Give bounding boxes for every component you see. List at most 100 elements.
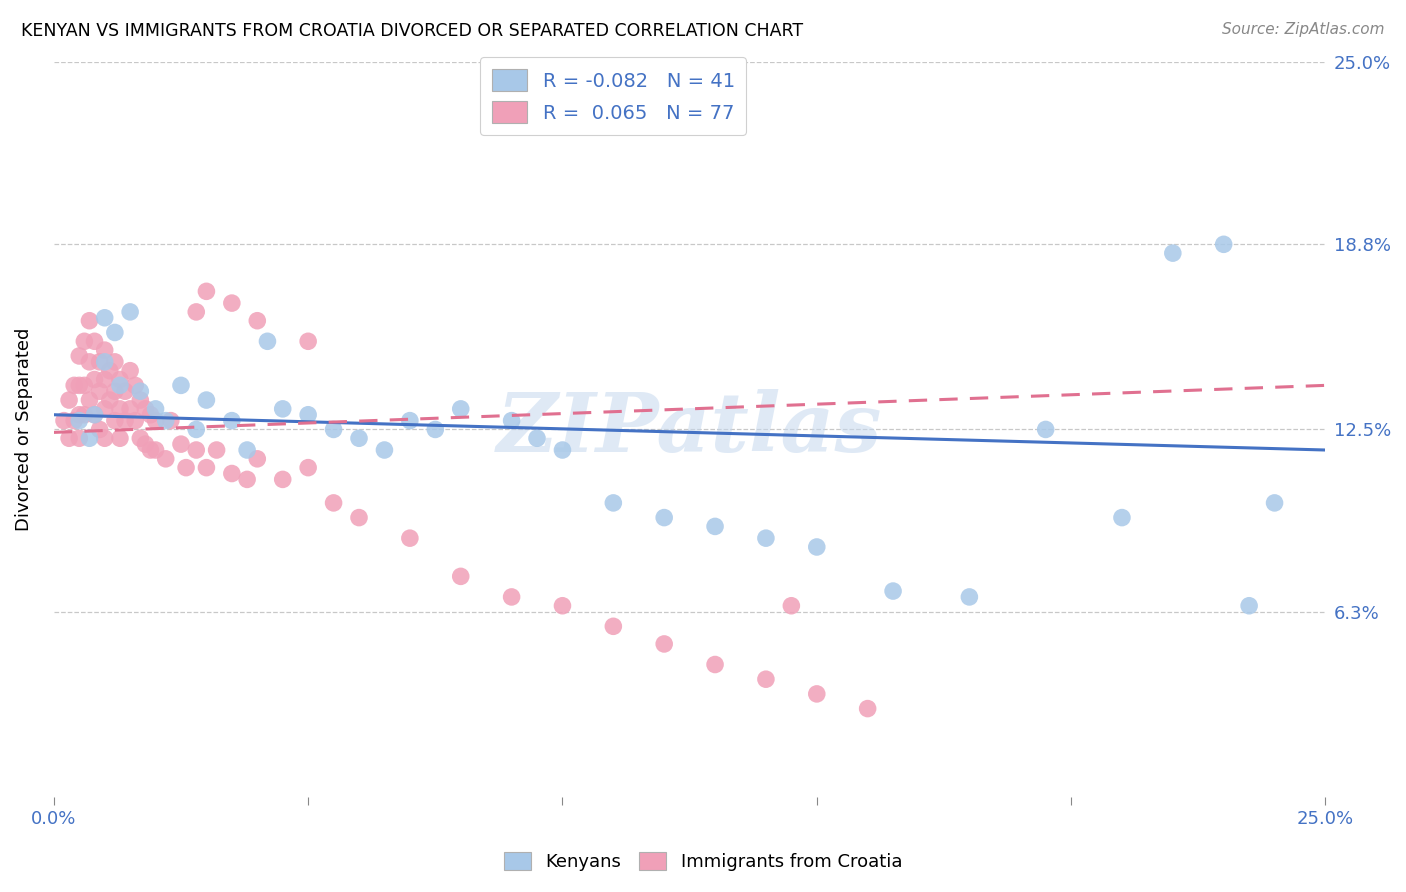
Point xyxy=(58,431,80,445)
Point xyxy=(79,431,101,445)
Point xyxy=(145,442,167,457)
Point xyxy=(399,414,422,428)
Point xyxy=(652,637,675,651)
Point xyxy=(1035,422,1057,436)
Point xyxy=(58,392,80,407)
Point xyxy=(120,364,142,378)
Point xyxy=(882,584,904,599)
Point xyxy=(195,460,218,475)
Point xyxy=(67,378,90,392)
Point xyxy=(246,314,269,328)
Point xyxy=(108,401,131,416)
Point xyxy=(63,414,86,428)
Point xyxy=(93,401,115,416)
Point xyxy=(704,657,727,672)
Point xyxy=(221,467,243,481)
Point xyxy=(73,334,96,349)
Point xyxy=(205,442,228,457)
Legend: Kenyans, Immigrants from Croatia: Kenyans, Immigrants from Croatia xyxy=(496,845,910,879)
Point xyxy=(322,496,344,510)
Point xyxy=(104,326,127,340)
Point xyxy=(155,414,177,428)
Point xyxy=(780,599,803,613)
Point xyxy=(271,472,294,486)
Point xyxy=(120,401,142,416)
Point xyxy=(221,296,243,310)
Point xyxy=(108,431,131,445)
Point xyxy=(120,305,142,319)
Point xyxy=(297,334,319,349)
Point xyxy=(89,384,111,399)
Point xyxy=(221,414,243,428)
Point xyxy=(347,510,370,524)
Point xyxy=(347,431,370,445)
Point xyxy=(139,442,162,457)
Point xyxy=(83,408,105,422)
Point xyxy=(450,401,472,416)
Point xyxy=(104,414,127,428)
Point xyxy=(957,590,980,604)
Point xyxy=(399,531,422,545)
Legend: R = -0.082   N = 41, R =  0.065   N = 77: R = -0.082 N = 41, R = 0.065 N = 77 xyxy=(481,57,747,136)
Point xyxy=(63,378,86,392)
Point xyxy=(139,408,162,422)
Text: Source: ZipAtlas.com: Source: ZipAtlas.com xyxy=(1222,22,1385,37)
Point xyxy=(856,701,879,715)
Point xyxy=(129,431,152,445)
Point xyxy=(602,619,624,633)
Point xyxy=(73,408,96,422)
Point xyxy=(145,414,167,428)
Point xyxy=(551,442,574,457)
Point xyxy=(501,414,523,428)
Point xyxy=(108,372,131,386)
Point xyxy=(83,408,105,422)
Point xyxy=(186,305,208,319)
Point xyxy=(98,364,121,378)
Point xyxy=(73,378,96,392)
Point xyxy=(114,384,136,399)
Point xyxy=(129,392,152,407)
Point xyxy=(98,392,121,407)
Point xyxy=(1161,246,1184,260)
Point xyxy=(526,431,548,445)
Point xyxy=(104,384,127,399)
Point xyxy=(145,401,167,416)
Point xyxy=(83,334,105,349)
Point xyxy=(425,422,447,436)
Point xyxy=(271,401,294,416)
Point xyxy=(104,355,127,369)
Point xyxy=(704,519,727,533)
Point xyxy=(806,687,828,701)
Point xyxy=(195,392,218,407)
Point xyxy=(322,422,344,436)
Point xyxy=(53,414,76,428)
Point xyxy=(236,472,259,486)
Point xyxy=(373,442,395,457)
Point xyxy=(93,355,115,369)
Point xyxy=(67,349,90,363)
Point xyxy=(174,460,197,475)
Point xyxy=(236,442,259,457)
Point xyxy=(93,343,115,357)
Point xyxy=(83,372,105,386)
Point xyxy=(129,384,152,399)
Point xyxy=(67,408,90,422)
Point xyxy=(89,355,111,369)
Point xyxy=(67,431,90,445)
Y-axis label: Divorced or Separated: Divorced or Separated xyxy=(15,327,32,531)
Point xyxy=(124,378,146,392)
Point xyxy=(501,590,523,604)
Point xyxy=(755,531,778,545)
Point xyxy=(93,431,115,445)
Point xyxy=(551,599,574,613)
Point xyxy=(806,540,828,554)
Point xyxy=(170,378,193,392)
Point xyxy=(114,414,136,428)
Point xyxy=(79,392,101,407)
Point xyxy=(652,510,675,524)
Point xyxy=(755,672,778,686)
Point xyxy=(450,569,472,583)
Point xyxy=(134,437,156,451)
Point xyxy=(195,285,218,299)
Point xyxy=(155,451,177,466)
